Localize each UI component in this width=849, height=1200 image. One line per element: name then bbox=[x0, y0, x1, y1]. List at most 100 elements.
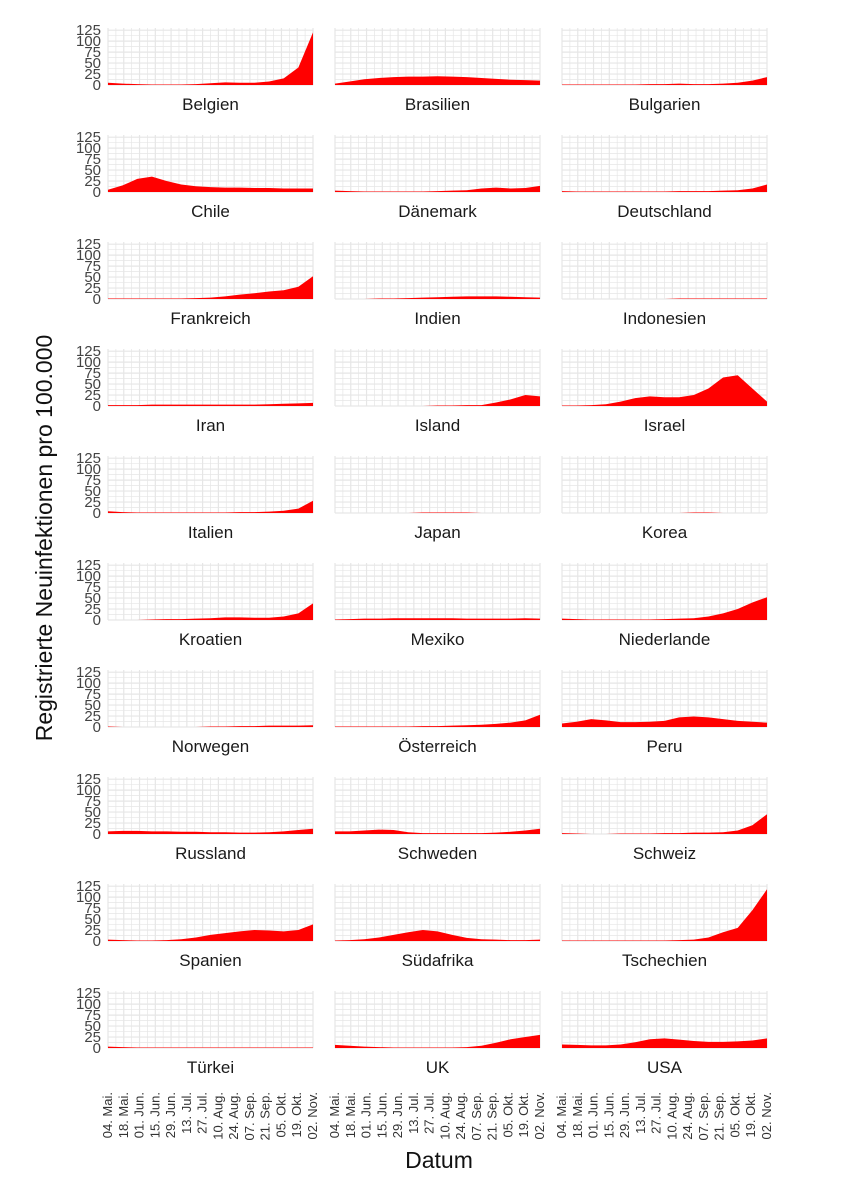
y-tick-label: 100 bbox=[76, 782, 101, 799]
x-tick-label: 21. Sep. bbox=[485, 1092, 500, 1140]
y-tick-label: 25 bbox=[84, 66, 101, 83]
series-area bbox=[108, 603, 313, 620]
series-area bbox=[335, 714, 540, 727]
series-area bbox=[335, 185, 540, 192]
x-tick-label: 13. Jul. bbox=[179, 1092, 194, 1134]
series-area bbox=[335, 296, 540, 299]
facet-panel: Deutschland bbox=[561, 135, 768, 221]
facet-panel: Peru bbox=[561, 670, 768, 756]
y-tick-label: 0 bbox=[93, 398, 101, 415]
y-tick-label: 50 bbox=[84, 55, 101, 72]
y-tick-label: 75 bbox=[84, 44, 101, 61]
x-tick-label: 24. Aug. bbox=[453, 1092, 468, 1140]
x-axis-title: Datum bbox=[405, 1147, 473, 1173]
y-tick-label: 75 bbox=[84, 1007, 101, 1024]
y-tick-label: 75 bbox=[84, 151, 101, 168]
facet-panel: Korea bbox=[561, 456, 768, 542]
series-area bbox=[108, 176, 313, 192]
panel-label: Frankreich bbox=[170, 309, 250, 328]
y-tick-label: 125 bbox=[76, 985, 101, 1002]
series-area bbox=[562, 184, 767, 192]
y-tick-label: 125 bbox=[76, 878, 101, 895]
x-tick-label: 05. Okt. bbox=[728, 1092, 743, 1138]
series-area bbox=[108, 828, 313, 834]
y-tick-label: 75 bbox=[84, 472, 101, 489]
facet-panel: Brasilien bbox=[334, 28, 541, 114]
panel-label: Niederlande bbox=[619, 630, 711, 649]
panel-label: Indonesien bbox=[623, 309, 706, 328]
panel-label: Japan bbox=[414, 523, 460, 542]
y-tick-label: 50 bbox=[84, 697, 101, 714]
y-tick-label: 100 bbox=[76, 247, 101, 264]
panel-label: Island bbox=[415, 416, 460, 435]
panel-label: Deutschland bbox=[617, 202, 712, 221]
panel-label: Kroatien bbox=[179, 630, 242, 649]
y-tick-label: 0 bbox=[93, 719, 101, 736]
x-tick-label: 10. Aug. bbox=[437, 1092, 452, 1140]
y-tick-label: 25 bbox=[84, 280, 101, 297]
series-area bbox=[335, 930, 540, 941]
panel-label: Tschechien bbox=[622, 951, 707, 970]
panel-label: Peru bbox=[647, 737, 683, 756]
panel-label: Israel bbox=[644, 416, 686, 435]
series-area bbox=[562, 814, 767, 834]
y-tick-label: 0 bbox=[93, 612, 101, 629]
y-tick-label: 100 bbox=[76, 140, 101, 157]
y-tick-label: 125 bbox=[76, 343, 101, 360]
x-tick-label: 29. Jun. bbox=[163, 1092, 178, 1138]
y-tick-label: 125 bbox=[76, 236, 101, 253]
panel-label: Südafrika bbox=[402, 951, 474, 970]
y-tick-label: 0 bbox=[93, 291, 101, 308]
x-tick-label: 07. Sep. bbox=[696, 1092, 711, 1140]
y-tick-label: 50 bbox=[84, 1018, 101, 1035]
facet-panel: Israel bbox=[561, 349, 768, 435]
x-tick-label: 10. Aug. bbox=[210, 1092, 225, 1140]
x-tick-label: 01. Jun. bbox=[132, 1092, 147, 1138]
panel-label: Italien bbox=[188, 523, 233, 542]
facet-panel: Schweden bbox=[334, 777, 541, 863]
series-area bbox=[562, 77, 767, 85]
x-tick-label: 02. Nov. bbox=[532, 1092, 547, 1139]
x-tick-label: 27. Jul. bbox=[649, 1092, 664, 1134]
y-tick-label: 125 bbox=[76, 22, 101, 39]
panel-label: Dänemark bbox=[398, 202, 477, 221]
series-area bbox=[335, 1034, 540, 1048]
panel-label: Chile bbox=[191, 202, 230, 221]
facet-panel: Island bbox=[334, 349, 541, 435]
series-area bbox=[335, 76, 540, 85]
series-area bbox=[562, 716, 767, 727]
y-tick-label: 125 bbox=[76, 450, 101, 467]
panel-label: Indien bbox=[414, 309, 460, 328]
y-tick-label: 25 bbox=[84, 1029, 101, 1046]
y-tick-label: 50 bbox=[84, 162, 101, 179]
y-tick-label: 100 bbox=[76, 568, 101, 585]
y-tick-label: 75 bbox=[84, 365, 101, 382]
x-tick-label: 04. Mai. bbox=[327, 1092, 342, 1138]
y-tick-label: 25 bbox=[84, 922, 101, 939]
y-tick-label: 75 bbox=[84, 686, 101, 703]
y-tick-label: 125 bbox=[76, 771, 101, 788]
facet-panel: Tschechien bbox=[561, 884, 768, 970]
x-tick-label: 01. Jun. bbox=[586, 1092, 601, 1138]
x-tick-label: 21. Sep. bbox=[712, 1092, 727, 1140]
y-tick-label: 50 bbox=[84, 483, 101, 500]
series-area bbox=[562, 1038, 767, 1048]
x-tick-label: 21. Sep. bbox=[258, 1092, 273, 1140]
series-area bbox=[108, 276, 313, 299]
series-area bbox=[335, 618, 540, 620]
panel-label: Iran bbox=[196, 416, 225, 435]
y-tick-label: 0 bbox=[93, 826, 101, 843]
series-area bbox=[108, 725, 313, 727]
x-tick-label: 05. Okt. bbox=[274, 1092, 289, 1138]
y-tick-label: 125 bbox=[76, 129, 101, 146]
series-area bbox=[562, 889, 767, 941]
x-tick-label: 07. Sep. bbox=[242, 1092, 257, 1140]
y-tick-label: 25 bbox=[84, 173, 101, 190]
y-tick-label: 100 bbox=[76, 889, 101, 906]
y-tick-label: 25 bbox=[84, 708, 101, 725]
y-tick-label: 0 bbox=[93, 1040, 101, 1057]
y-tick-label: 50 bbox=[84, 590, 101, 607]
